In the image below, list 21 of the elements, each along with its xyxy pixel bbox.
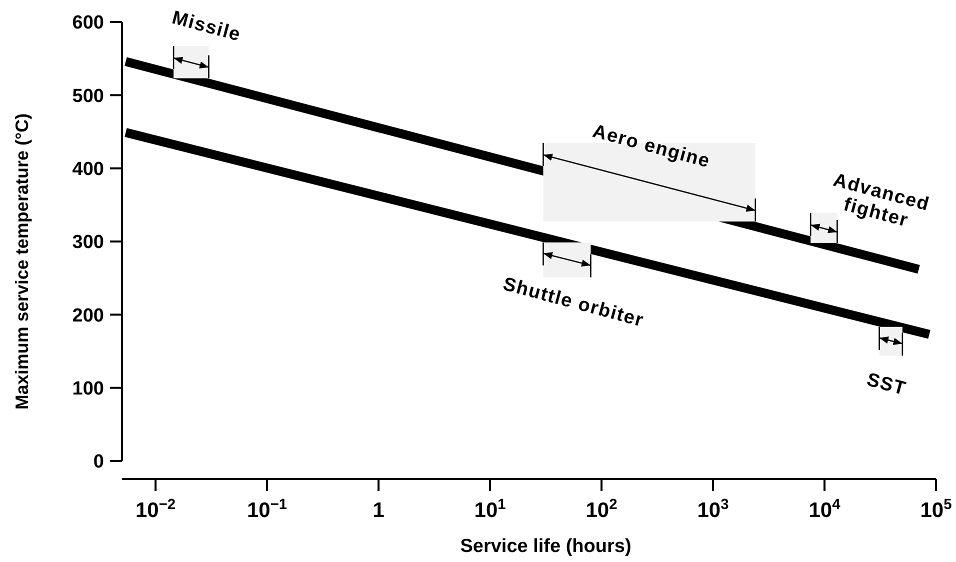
band-label: Missile bbox=[170, 7, 244, 46]
y-tick-label: 400 bbox=[72, 158, 104, 180]
x-axis-title: Service life (hours) bbox=[460, 536, 632, 557]
x-tick-label: 10$^{3}$ bbox=[697, 497, 729, 522]
x-tick-label: 10$^{5}$ bbox=[920, 497, 952, 522]
x-tick-label: 10$^{−2}$ bbox=[136, 497, 176, 522]
y-tick-label: 500 bbox=[72, 86, 104, 107]
y-tick-label: 600 bbox=[72, 12, 104, 34]
y-axis-title: Maximum service temperature (°C) bbox=[12, 113, 32, 410]
y-tick-label: 0 bbox=[93, 452, 104, 473]
x-tick-label: 10$^{2}$ bbox=[586, 497, 618, 522]
y-tick-label: 300 bbox=[72, 232, 104, 254]
band-label: Aero engine bbox=[590, 120, 712, 172]
y-tick-label: 100 bbox=[72, 378, 104, 400]
x-tick-label: 10$^{4}$ bbox=[808, 497, 842, 522]
x-tick-label: 10$^{−1}$ bbox=[247, 497, 288, 522]
y-tick-label: 200 bbox=[72, 305, 104, 326]
band-label: Shuttle orbiter bbox=[500, 274, 646, 332]
band-label: SST bbox=[864, 369, 908, 400]
x-tick-label: 1 bbox=[372, 499, 385, 522]
x-tick-label: 10$^{1}$ bbox=[474, 497, 506, 522]
